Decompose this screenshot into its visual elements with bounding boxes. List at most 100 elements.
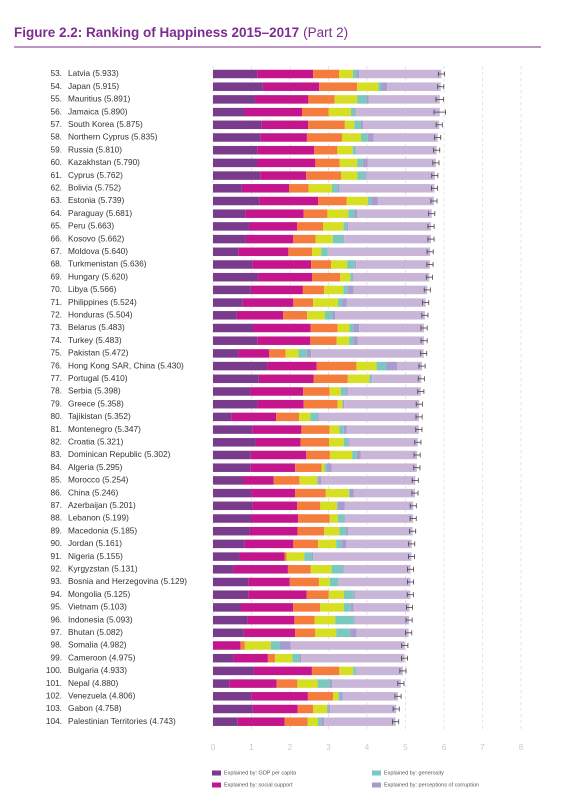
bar-segment [344,120,355,130]
error-bar [411,477,419,483]
bar-segment [319,82,358,91]
bar-segment [356,628,409,638]
bar-segment [213,641,241,650]
row-label: Jamaica (5.890) [68,106,128,116]
bar-segment [257,69,314,79]
row-label: Latvia (5.933) [68,68,119,78]
error-bar [434,135,442,140]
bar-segment [213,412,232,422]
bar-segment [332,679,401,688]
row-label: Gabon (4.758) [68,703,122,713]
row-label: Tajikistan (5.352) [68,411,131,421]
bar-segment [288,184,309,193]
error-bar [433,147,441,153]
bar-segment [326,463,332,472]
bar-segment [250,450,307,460]
bar-segment [340,692,343,701]
rank-label: 68. [50,259,62,269]
bar-segment [337,184,340,193]
bar-segment [284,552,287,561]
x-tick-label: 4 [365,743,370,752]
bar-segment [338,501,345,511]
bar-segment [362,120,440,130]
bar-segment [260,171,307,180]
bar-segment [244,641,271,650]
bar-segment [337,323,350,333]
bar-segment [311,666,340,676]
bar-segment [236,311,284,320]
bar-segment [288,247,313,257]
bar-segment [250,514,299,523]
rank-label: 73. [50,322,62,332]
rank-label: 95. [50,602,62,612]
bar-segment [310,565,332,574]
bar-segment [302,107,329,117]
bar-segment [335,311,425,320]
bar-segment [295,628,316,638]
bar-segment [260,133,307,142]
row-label: Turkey (5.483) [68,335,122,345]
bar-segment [285,349,299,358]
rank-label: 89. [50,525,62,535]
x-tick-label: 0 [211,743,216,752]
bar-segment [213,171,261,180]
x-tick-label: 6 [442,743,447,752]
bar-segment [257,399,304,409]
error-bar [415,427,423,433]
rank-label: 104. [46,716,62,726]
title: Figure 2.2: Ranking of Happiness 2015–20… [14,25,299,40]
rank-label: 88. [50,513,62,523]
x-tick-label: 2 [288,743,293,752]
rank-label: 99. [50,652,62,662]
bar-segment [242,298,294,307]
bar-segment [357,82,379,91]
chart-title: Figure 2.2: Ranking of Happiness 2015–20… [14,25,348,40]
bar-segment [339,425,344,434]
bar-segment [353,590,355,599]
row-label: China (5.246) [68,487,119,497]
error-bar [413,465,421,471]
bar-segment [336,336,350,345]
rank-label: 98. [50,640,62,650]
bar-segment [353,488,415,498]
error-bar [401,643,409,648]
row-label: Philippines (5.524) [68,297,137,307]
bar-segment [329,387,341,396]
bar-segment [355,666,403,676]
rank-label: 85. [50,475,62,485]
bar-segment [213,95,255,104]
rank-label: 53. [50,68,62,78]
error-bar [409,528,417,534]
row-label: Venezuela (4.806) [68,690,136,700]
bar-segment [356,145,437,155]
bar-segment [312,247,322,257]
bar-segment [297,704,314,714]
error-bar [421,312,429,318]
bar-segment [247,615,295,625]
bar-segment [325,488,349,498]
row-label: Jordan (5.161) [68,538,122,548]
bar-segment [367,158,436,168]
bar-segment [343,438,349,447]
bar-segment [324,526,340,536]
bar-segment [338,577,411,587]
error-bar [435,122,443,128]
bar-segment [310,336,337,345]
bar-segment [328,590,344,599]
bar-segment [308,184,332,193]
bar-segment [252,260,312,269]
bar-segment [341,133,361,142]
bar-segment [248,577,290,587]
bar-segment [253,666,312,676]
bar-segment [298,349,307,358]
bar-segment [213,425,253,434]
bar-segment [347,387,421,396]
bar-segment [324,717,396,726]
bar-segment [240,641,245,650]
legend-label: Explained by: GDP per capita [224,770,297,776]
bar-segment [356,69,360,79]
bar-segment [213,361,268,371]
bar-segment [213,565,234,574]
bar-segment [343,222,347,231]
bar-segment [213,158,258,168]
